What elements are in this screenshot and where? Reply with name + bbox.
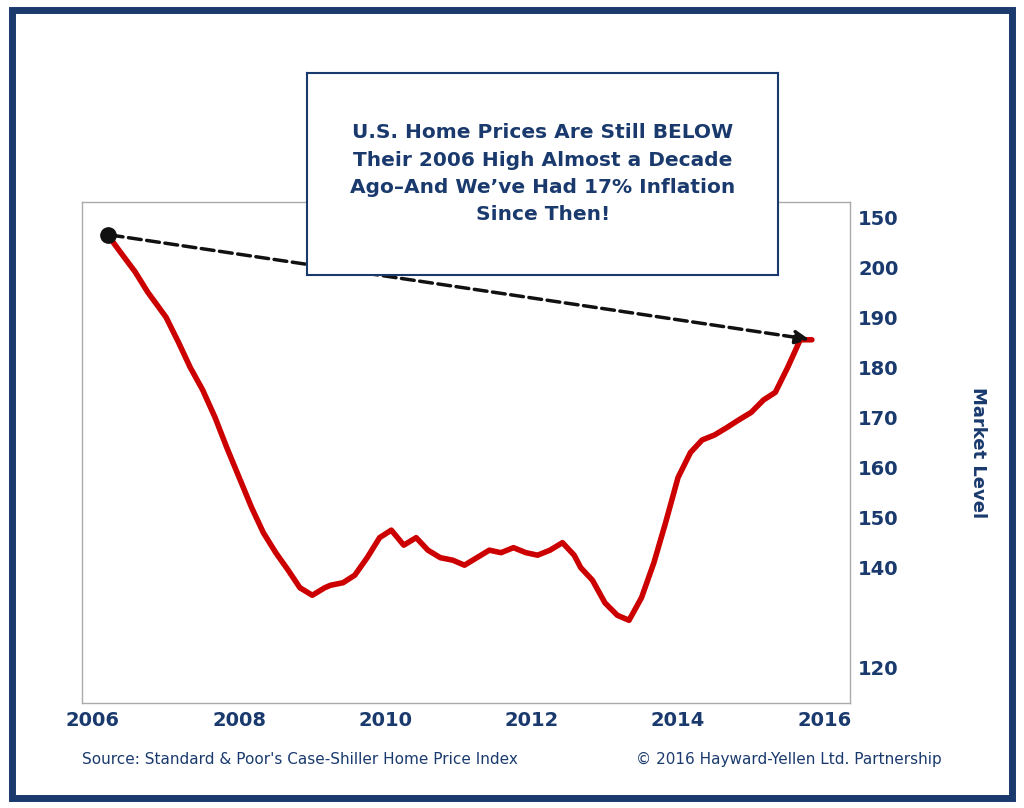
Text: Market Level: Market Level xyxy=(969,387,987,518)
Text: U.S. Home Prices Are Still BELOW
Their 2006 High Almost a Decade
Ago–And We’ve H: U.S. Home Prices Are Still BELOW Their 2… xyxy=(350,124,735,224)
Text: Source: Standard & Poor's Case-Shiller Home Price Index: Source: Standard & Poor's Case-Shiller H… xyxy=(82,751,518,767)
Text: © 2016 Hayward-Yellen Ltd. Partnership: © 2016 Hayward-Yellen Ltd. Partnership xyxy=(636,751,942,767)
